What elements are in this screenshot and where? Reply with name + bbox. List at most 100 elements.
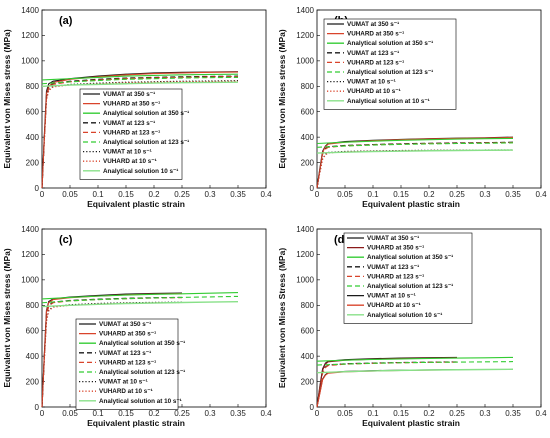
- x-tick-label: 0.1: [367, 409, 379, 418]
- legend-label: Analytical solution at 123 s⁻¹: [347, 69, 433, 76]
- legend-box: [323, 18, 457, 110]
- series-line: [316, 368, 514, 374]
- legend-label: VUMAT at 350 s⁻¹: [367, 235, 419, 242]
- legend-label: VUMAT at 123 s⁻¹: [367, 264, 419, 271]
- y-axis-label: Equivalent von Mises stress (MPa): [2, 248, 12, 388]
- series-line: [41, 292, 239, 300]
- legend-label: VUHARD at 350 s⁻¹: [99, 331, 156, 338]
- y-tick-label: 1000: [21, 57, 39, 66]
- y-tick-label: 0: [35, 184, 40, 193]
- x-tick-label: 0.05: [337, 190, 353, 199]
- series-line: [41, 301, 239, 308]
- y-tick-label: 0: [310, 403, 315, 412]
- y-tick-label: 0: [310, 184, 315, 193]
- x-tick-label: 0.25: [449, 190, 465, 199]
- x-axis-label: Equivalent plastic strain: [362, 199, 460, 209]
- series-line: [316, 149, 514, 189]
- series-line: [41, 73, 239, 81]
- x-tick-label: 0.15: [118, 190, 134, 199]
- chart-svg-b: 0 0.05 0.1 0.15 0.2 0.25 0.3 0.35 0.4 0 200 400 600 8…: [277, 6, 547, 209]
- series-line: [316, 356, 514, 362]
- y-tick-label: 0: [35, 403, 40, 412]
- x-tick-label: 0.4: [535, 190, 547, 199]
- y-tick-label: 1200: [21, 250, 39, 259]
- y-tick-label: 400: [301, 352, 315, 361]
- legend-label: VUMAT at 10 s⁻¹: [367, 293, 416, 300]
- legend: VUMAT at 350 s⁻¹ VUHARD at 350 s⁻¹ Analyti…: [75, 318, 185, 410]
- chart-svg-a: 0 0.05 0.1 0.15 0.2 0.25 0.3 0.35 0.4 0 200 400 600 8…: [2, 6, 272, 209]
- chart-svg-c: 0 0.05 0.1 0.15 0.2 0.25 0.3 0.35 0.4 0 200 400 600 8…: [2, 225, 272, 428]
- legend-label: VUHARD at 10 s⁻¹: [99, 388, 153, 395]
- chart-panel-d: 0 0.05 0.1 0.15 0.2 0.25 0.3 0.35 0.4 0 200 400 600 8…: [275, 219, 550, 438]
- series-line: [41, 295, 239, 304]
- x-tick-label: 0.2: [423, 409, 435, 418]
- y-tick-label: 600: [26, 108, 40, 117]
- x-tick-label: 0.05: [337, 409, 353, 418]
- y-tick-label: 600: [26, 327, 40, 336]
- legend-label: VUHARD at 123 s⁻¹: [99, 359, 156, 366]
- legend-label: VUMAT at 10 s⁻¹: [99, 379, 148, 386]
- x-tick-label: 0: [315, 409, 320, 418]
- y-tick-label: 1400: [296, 6, 314, 15]
- legend-label: Analytical solution at 10 s⁻¹: [347, 98, 430, 105]
- panel-tag: (c): [59, 234, 73, 246]
- x-tick-label: 0.05: [62, 409, 78, 418]
- y-tick-label: 200: [301, 158, 315, 167]
- y-tick-label: 800: [26, 82, 40, 91]
- series-line: [316, 361, 514, 366]
- x-tick-label: 0.3: [479, 409, 491, 418]
- legend-label: VUHARD at 123 s⁻¹: [103, 129, 160, 136]
- legend-label: VUMAT at 10 s⁻¹: [103, 149, 152, 156]
- legend-label: Analytical solution at 350 s⁻¹: [367, 254, 453, 261]
- x-tick-label: 0.35: [505, 190, 521, 199]
- series-line: [41, 81, 239, 87]
- y-tick-label: 800: [301, 82, 315, 91]
- y-tick-label: 1200: [296, 31, 314, 40]
- legend-label: VUHARD at 350 s⁻¹: [103, 101, 160, 108]
- chart-panel-c: 0 0.05 0.1 0.15 0.2 0.25 0.3 0.35 0.4 0 200 400 600 8…: [0, 219, 275, 438]
- x-tick-label: 0.3: [204, 409, 216, 418]
- legend-label: VUMAT at 10 s⁻¹: [347, 79, 396, 86]
- x-tick-label: 0.35: [230, 409, 246, 418]
- x-tick-label: 0.35: [230, 190, 246, 199]
- x-tick-label: 0.3: [204, 190, 216, 199]
- legend: VUMAT at 350 s⁻¹ VUHARD at 350 s⁻¹ Analyti…: [79, 88, 189, 180]
- y-axis-label: Equivalent von Mises stress (MPa): [277, 29, 287, 169]
- legend-label: VUHARD at 350 s⁻¹: [367, 245, 424, 252]
- legend-label: Analytical solution at 350 s⁻¹: [347, 40, 433, 47]
- legend-label: Analytical solution 10 s⁻¹: [103, 168, 178, 175]
- y-tick-label: 200: [301, 377, 315, 386]
- y-axis-label: Equivalent von Mises Stress (MPa): [277, 248, 287, 388]
- x-tick-label: 0.2: [148, 190, 160, 199]
- x-tick-label: 0.15: [393, 190, 409, 199]
- x-tick-label: 0: [315, 190, 320, 199]
- x-tick-label: 0.25: [174, 409, 190, 418]
- series-line: [316, 137, 514, 145]
- y-tick-label: 1000: [296, 276, 314, 285]
- x-axis-label: Equivalent plastic strain: [362, 418, 460, 428]
- x-tick-label: 0.4: [260, 190, 272, 199]
- y-tick-label: 1400: [21, 225, 39, 234]
- y-tick-label: 400: [301, 133, 315, 142]
- legend-label: VUMAT at 350 s⁻¹: [103, 91, 155, 98]
- legend-label: Analytical solution at 10 s⁻¹: [99, 398, 182, 405]
- x-axis-label: Equivalent plastic strain: [87, 199, 185, 209]
- x-axis-label: Equivalent plastic strain: [87, 418, 185, 428]
- series-line: [316, 142, 514, 148]
- legend-label: VUHARD at 10 s⁻¹: [347, 88, 401, 95]
- x-tick-label: 0.2: [423, 190, 435, 199]
- chart-panel-b: 0 0.05 0.1 0.15 0.2 0.25 0.3 0.35 0.4 0 200 400 600 8…: [275, 0, 550, 219]
- x-tick-label: 0.25: [449, 409, 465, 418]
- x-tick-label: 0: [40, 409, 45, 418]
- x-tick-label: 0.15: [393, 409, 409, 418]
- legend-label: Analytical solution at 123 s⁻¹: [103, 139, 189, 146]
- y-tick-label: 600: [301, 108, 315, 117]
- legend-label: VUHARD at 123 s⁻¹: [347, 59, 404, 66]
- legend: VUMAT at 350 s⁻¹ VUHARD at 350 s⁻¹ Analyti…: [343, 232, 473, 324]
- y-tick-label: 1000: [21, 276, 39, 285]
- y-tick-label: 800: [301, 301, 315, 310]
- panel-tag: (a): [59, 15, 73, 27]
- y-tick-label: 1400: [21, 6, 39, 15]
- legend-box: [343, 232, 473, 324]
- y-tick-label: 400: [26, 352, 40, 361]
